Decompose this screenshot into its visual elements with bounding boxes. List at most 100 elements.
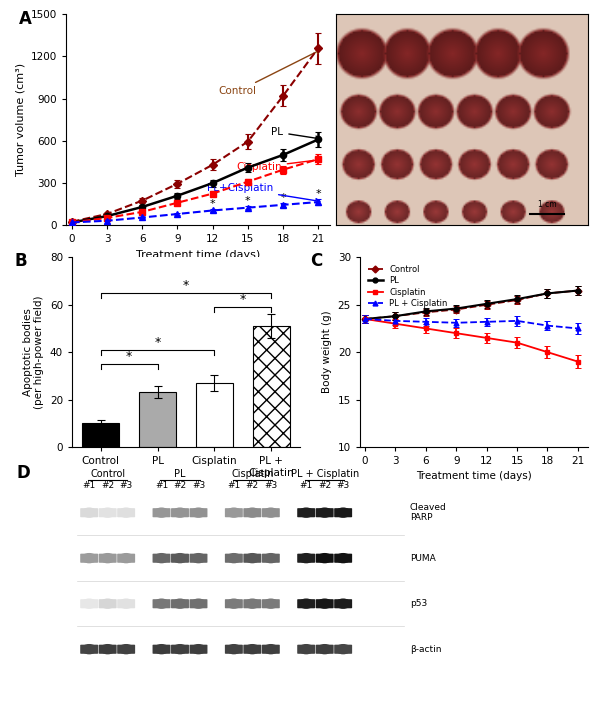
Ellipse shape xyxy=(263,553,279,563)
Ellipse shape xyxy=(335,598,351,609)
Y-axis label: Tumor volume (cm³): Tumor volume (cm³) xyxy=(15,63,25,177)
Ellipse shape xyxy=(172,553,188,563)
FancyBboxPatch shape xyxy=(117,508,135,517)
Ellipse shape xyxy=(263,598,279,609)
FancyBboxPatch shape xyxy=(152,508,170,517)
Ellipse shape xyxy=(244,644,260,654)
Ellipse shape xyxy=(100,508,116,518)
FancyBboxPatch shape xyxy=(171,645,189,654)
Ellipse shape xyxy=(263,644,279,654)
Text: #2: #2 xyxy=(101,481,114,490)
FancyBboxPatch shape xyxy=(262,553,280,563)
Text: β-actin: β-actin xyxy=(410,645,441,654)
Text: #3: #3 xyxy=(337,481,350,490)
Ellipse shape xyxy=(118,508,134,518)
FancyBboxPatch shape xyxy=(152,645,170,654)
FancyBboxPatch shape xyxy=(80,599,98,608)
Text: #1: #1 xyxy=(83,481,96,490)
FancyBboxPatch shape xyxy=(262,645,280,654)
FancyBboxPatch shape xyxy=(297,645,315,654)
Y-axis label: Apoptotic bodies
(per high-power field): Apoptotic bodies (per high-power field) xyxy=(23,295,44,409)
Ellipse shape xyxy=(317,598,332,609)
X-axis label: Treatment time (days): Treatment time (days) xyxy=(136,250,260,260)
Text: *: * xyxy=(183,280,189,292)
FancyBboxPatch shape xyxy=(152,553,170,563)
Ellipse shape xyxy=(118,553,134,563)
Ellipse shape xyxy=(226,598,242,609)
Ellipse shape xyxy=(317,553,332,563)
Legend: Control, PL, Cisplatin, PL + Cisplatin: Control, PL, Cisplatin, PL + Cisplatin xyxy=(364,262,451,312)
FancyBboxPatch shape xyxy=(152,599,170,608)
Text: #1: #1 xyxy=(155,481,168,490)
Ellipse shape xyxy=(172,598,188,609)
Text: PL: PL xyxy=(174,469,186,479)
Ellipse shape xyxy=(226,644,242,654)
Text: D: D xyxy=(16,463,30,481)
Ellipse shape xyxy=(154,644,169,654)
Ellipse shape xyxy=(81,598,97,609)
Text: *: * xyxy=(154,336,161,349)
Ellipse shape xyxy=(335,553,351,563)
FancyBboxPatch shape xyxy=(225,553,243,563)
FancyBboxPatch shape xyxy=(117,599,135,608)
FancyBboxPatch shape xyxy=(80,553,98,563)
Ellipse shape xyxy=(191,644,206,654)
Ellipse shape xyxy=(191,553,206,563)
Text: #3: #3 xyxy=(119,481,133,490)
FancyBboxPatch shape xyxy=(334,645,352,654)
Text: *: * xyxy=(126,350,133,363)
Text: #1: #1 xyxy=(299,481,313,490)
Text: #1: #1 xyxy=(227,481,241,490)
Text: 1 cm: 1 cm xyxy=(538,199,556,209)
Ellipse shape xyxy=(81,644,97,654)
Bar xyxy=(253,326,290,447)
FancyBboxPatch shape xyxy=(190,553,208,563)
FancyBboxPatch shape xyxy=(244,599,262,608)
FancyBboxPatch shape xyxy=(190,599,208,608)
Text: p53: p53 xyxy=(410,599,427,608)
Text: #2: #2 xyxy=(318,481,331,490)
Ellipse shape xyxy=(154,598,169,609)
Ellipse shape xyxy=(100,644,116,654)
Text: A: A xyxy=(19,10,31,28)
Text: #2: #2 xyxy=(246,481,259,490)
Ellipse shape xyxy=(335,644,351,654)
Text: C: C xyxy=(310,252,322,270)
Text: Control: Control xyxy=(90,469,125,479)
Bar xyxy=(196,383,233,447)
FancyBboxPatch shape xyxy=(98,508,116,517)
Text: PL + Cisplatin: PL + Cisplatin xyxy=(290,469,359,479)
FancyBboxPatch shape xyxy=(98,553,116,563)
FancyBboxPatch shape xyxy=(334,508,352,517)
FancyBboxPatch shape xyxy=(117,553,135,563)
Ellipse shape xyxy=(244,508,260,518)
FancyBboxPatch shape xyxy=(80,645,98,654)
Ellipse shape xyxy=(298,644,314,654)
FancyBboxPatch shape xyxy=(316,645,334,654)
FancyBboxPatch shape xyxy=(171,553,189,563)
FancyBboxPatch shape xyxy=(98,599,116,608)
Text: Cisplatin: Cisplatin xyxy=(236,158,320,172)
Ellipse shape xyxy=(244,553,260,563)
Text: *: * xyxy=(239,293,246,307)
FancyBboxPatch shape xyxy=(297,508,315,517)
FancyBboxPatch shape xyxy=(117,645,135,654)
Ellipse shape xyxy=(172,644,188,654)
Text: #3: #3 xyxy=(264,481,277,490)
Y-axis label: Body weight (g): Body weight (g) xyxy=(322,311,332,393)
FancyBboxPatch shape xyxy=(316,553,334,563)
FancyBboxPatch shape xyxy=(262,599,280,608)
FancyBboxPatch shape xyxy=(244,508,262,517)
Text: *: * xyxy=(280,193,286,203)
Ellipse shape xyxy=(335,508,351,518)
Ellipse shape xyxy=(118,644,134,654)
Ellipse shape xyxy=(226,508,242,518)
FancyBboxPatch shape xyxy=(297,599,315,608)
Ellipse shape xyxy=(226,553,242,563)
Ellipse shape xyxy=(191,598,206,609)
FancyBboxPatch shape xyxy=(225,599,243,608)
FancyBboxPatch shape xyxy=(316,508,334,517)
FancyBboxPatch shape xyxy=(244,645,262,654)
Text: *: * xyxy=(210,199,215,209)
Text: #2: #2 xyxy=(173,481,187,490)
